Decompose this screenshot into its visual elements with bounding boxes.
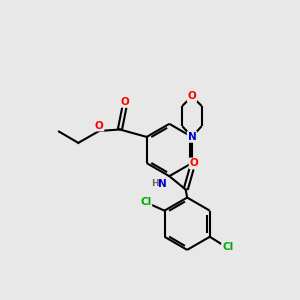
Text: Cl: Cl — [140, 197, 152, 207]
Text: Cl: Cl — [222, 242, 233, 252]
Text: O: O — [120, 97, 129, 107]
Text: O: O — [188, 91, 196, 101]
Text: O: O — [95, 121, 103, 130]
Text: O: O — [190, 158, 198, 168]
Text: N: N — [158, 178, 166, 189]
Text: H: H — [151, 179, 158, 188]
Text: N: N — [188, 132, 196, 142]
